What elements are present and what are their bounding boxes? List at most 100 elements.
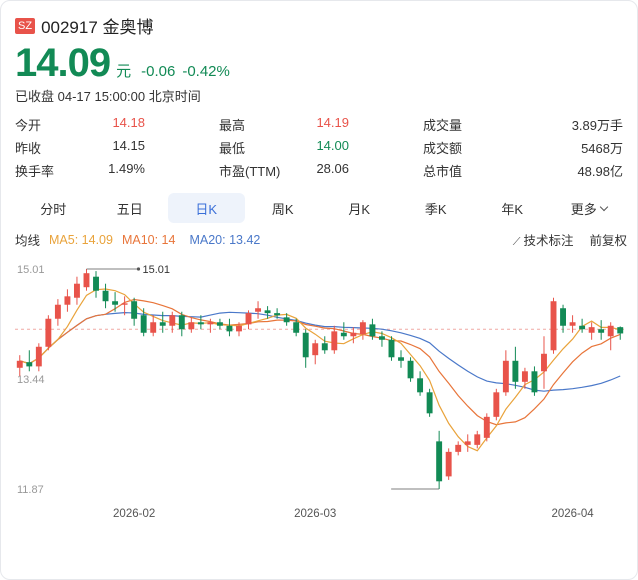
candle-body [102,290,109,302]
stat-label: 成交额 [423,141,463,156]
stat-label: 总市值 [423,164,463,179]
candle-body [455,444,462,452]
candle-body [550,301,557,351]
candle-body [359,322,366,335]
market-status: 已收盘 04-17 15:00:00 北京时间 [15,89,201,104]
price-change: -0.06 [141,63,176,80]
candle-body [35,346,42,367]
tab-quarterly-k[interactable]: 季K [398,193,475,223]
candle-body [73,283,80,298]
chevron-down-icon [599,202,608,211]
stat-open: 今开 14.18 [15,115,219,134]
technical-marker-label: 技术标注 [523,234,574,248]
candle-body [83,273,90,288]
candle-body [16,360,23,368]
candle-body [245,313,252,325]
stats-row: 换手率 1.49% 市盈(TTM) 28.06 总市值 48.98亿 [15,159,627,182]
tab-five-day[interactable]: 五日 [92,193,169,223]
candle-body [255,308,262,312]
max-annotation-dot [136,267,141,271]
stat-value: 5468万 [581,141,623,156]
stat-low: 最低 14.00 [219,138,423,157]
stat-label: 市盈(TTM) [219,164,281,179]
candle-body [445,451,452,477]
candle-body [531,371,538,393]
candle-body [302,332,309,358]
stat-market-cap: 总市值 48.98亿 [423,161,627,180]
tab-label: 季K [424,201,447,217]
stat-volume: 成交量 3.89万手 [423,115,627,134]
candle-body [493,392,500,417]
technical-marker-button[interactable]: ⟋ 技术标注 [513,230,574,249]
candle-body [579,325,586,330]
ma20-value: MA20: 13.42 [189,232,261,247]
stats-row: 昨收 14.15 最低 14.00 成交额 5468万 [15,136,627,159]
stat-label: 换手率 [15,164,55,179]
ma5-value: MA5: 14.09 [49,232,113,247]
tab-yearly-k[interactable]: 年K [474,193,551,223]
candle-body [340,332,347,337]
candle-body [45,318,52,347]
ma-legend: 均线 MA5: 14.09 MA10: 14 MA20: 13.42 ⟋ 技术标注… [15,230,627,249]
candle-body [274,313,281,316]
candle-body [216,322,223,326]
tab-intraday[interactable]: 分时 [15,193,92,223]
tab-label: 年K [501,201,524,217]
kline-chart[interactable]: 15.01 13.44 11.87 15.01 2026-02 2026-03 2026-0… [1,253,637,533]
stat-value: 3.89万手 [571,118,623,133]
price-change-pct: -0.42% [182,63,230,80]
candle-body [502,360,509,393]
stat-value: 14.18 [112,115,145,130]
candle-body [264,310,271,314]
adjust-button[interactable]: 前复权 [589,234,627,248]
chart-controls: ⟋ 技术标注 前复权 [513,230,627,249]
period-tabs: 分时 五日 日K 周K 月K 季K 年K 更多 [15,193,627,223]
candle-body [426,392,433,414]
stock-code-name: 002917 金奥博 [41,18,154,37]
candle-body [159,322,166,326]
tab-label: 月K [348,201,371,217]
candle-body [512,360,519,382]
exchange-badge: SZ [15,17,36,34]
candle-body [407,360,414,379]
candle-body [598,329,605,333]
candle-body [197,322,204,325]
candle-body [26,362,33,367]
tab-monthly-k[interactable]: 月K [321,193,398,223]
stat-value: 14.19 [316,115,349,130]
candle-body [121,303,128,305]
stat-pe: 市盈(TTM) 28.06 [219,161,423,180]
candle-body [474,434,481,445]
stat-value: 48.98亿 [577,164,623,179]
ma5-line [19,288,621,452]
candle-body [588,327,595,333]
tab-weekly-k[interactable]: 周K [245,193,322,223]
candle-body [398,357,404,361]
candle-body [312,343,319,356]
candle-body [388,339,395,358]
tab-more[interactable]: 更多 [551,193,628,223]
candle-body [236,325,242,332]
candle-body [93,276,99,291]
current-price: 14.09 [15,41,111,85]
candle-body [283,317,290,323]
candle-body [54,304,61,319]
candle-body [483,416,490,438]
candle-body [569,322,576,326]
tab-daily-k[interactable]: 日K [168,193,245,223]
tab-label: 更多 [570,201,597,217]
candle-body [560,308,567,326]
y-tick-label: 13.44 [17,374,45,386]
stat-prev-close: 昨收 14.15 [15,138,219,157]
candle-body [207,322,214,325]
y-tick-label: 11.87 [17,484,44,496]
x-tick-label: 2026-04 [551,508,594,520]
stats-row: 今开 14.18 最高 14.19 成交量 3.89万手 [15,113,627,136]
stock-header: SZ 002917 金奥博 [15,13,154,38]
tab-label: 分时 [40,201,67,217]
candle-body [226,325,233,332]
stat-high: 最高 14.19 [219,115,423,134]
ma-label: 均线 [15,234,41,248]
candle-body [150,322,157,333]
ma10-line [19,298,621,426]
